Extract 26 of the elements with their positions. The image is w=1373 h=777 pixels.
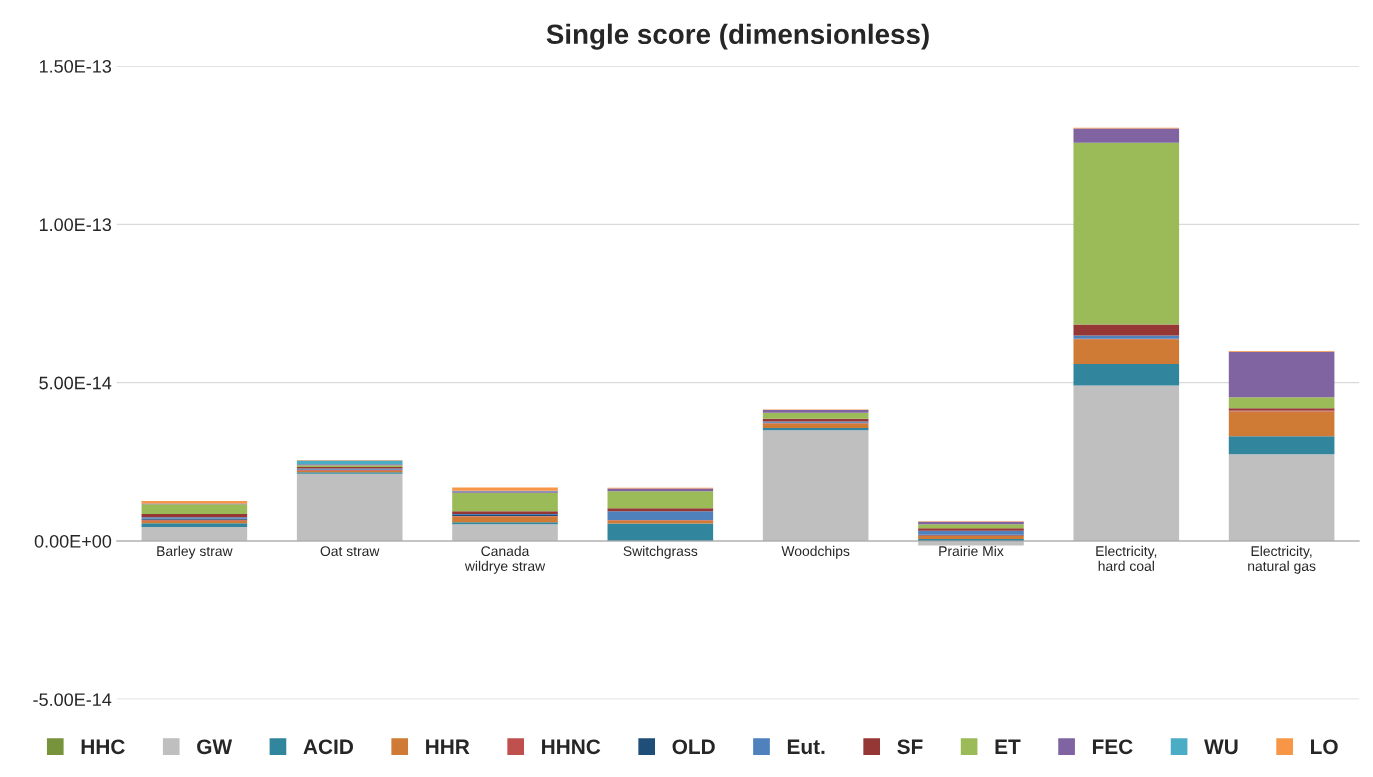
x-tick-label: Prairie Mix	[939, 545, 1004, 557]
x-tick-label: Woodchips	[781, 545, 850, 559]
y-tick-label: 5.00E-14	[39, 376, 112, 390]
x-tick-label: Oat straw	[320, 546, 380, 557]
legend-label: Eut.	[787, 739, 825, 755]
y-tick-label: 1.50E-13	[39, 59, 112, 73]
y-tick-label: 0.00E+00	[34, 534, 112, 548]
legend-label: GW	[197, 739, 233, 755]
x-tick-label: Electricity, natural gas	[1248, 545, 1316, 574]
legend-label: LO	[1311, 739, 1338, 755]
legend-label: WU	[1204, 739, 1238, 755]
y-tick-label: -5.00E-14	[33, 693, 112, 707]
x-tick-label: Electricity, hard coal	[1096, 545, 1157, 572]
legend-label: FEC	[1092, 739, 1133, 755]
legend-label: HHC	[81, 739, 125, 755]
x-tick-label: Switchgrass	[623, 545, 698, 559]
x-tick-label: Canada wildrye straw	[464, 545, 546, 574]
legend-label: ACID	[303, 739, 353, 755]
legend-label: HHNC	[542, 739, 601, 755]
y-tick-label: 1.00E-13	[39, 218, 112, 232]
legend-label: HHR	[426, 739, 470, 754]
legend-label: SF	[897, 739, 923, 755]
legend-label: ET	[995, 739, 1021, 754]
x-tick-label: Barley straw	[157, 545, 233, 559]
legend-label: OLD	[672, 739, 715, 755]
chart-title: Single score (dimensionless)	[546, 23, 929, 50]
